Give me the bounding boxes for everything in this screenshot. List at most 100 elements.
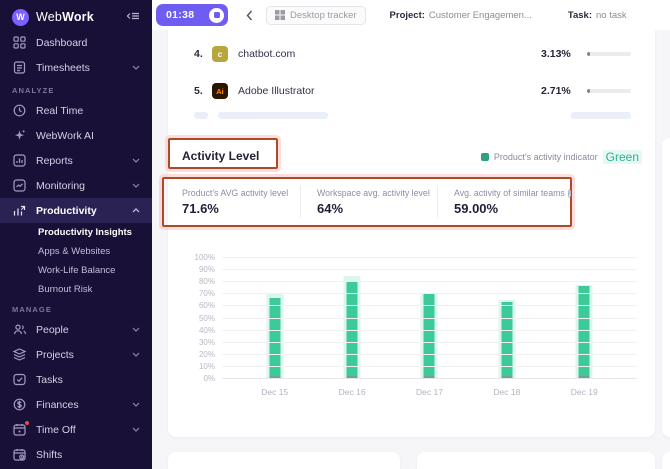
task-meta: Task: no task (568, 10, 627, 21)
monitoring-icon (12, 179, 27, 192)
sidebar-subitem-burnout-risk[interactable]: Burnout Risk (38, 284, 93, 295)
stat-label: Workspace avg. activity level (317, 188, 430, 198)
topbar: 01:38 Desktop tracker Project: Customer … (152, 0, 670, 30)
sidebar-item-projects[interactable]: Projects (0, 342, 152, 367)
chart-gridline (222, 378, 637, 379)
chart-bar-column: Dec 17 (416, 258, 443, 397)
sidebar-item-label: Monitoring (36, 179, 86, 192)
chart-bar-column: Dec 15 (261, 258, 288, 397)
sidebar-item-finances[interactable]: Finances (0, 392, 152, 417)
sidebar-item-label: Productivity (36, 204, 97, 217)
chart-gridline (222, 317, 637, 319)
dashboard-icon (12, 36, 27, 49)
chart-bars: Dec 15 Dec 16 Dec 17 Dec 18 Dec 19 (222, 258, 637, 397)
sidebar-item-timesheets[interactable]: Timesheets (0, 55, 152, 80)
chevron-down-icon (132, 327, 140, 332)
stop-timer-button[interactable] (209, 7, 224, 23)
adobe-illustrator-icon: Ai (212, 83, 228, 99)
sidebar-item-shifts[interactable]: Shifts (0, 442, 152, 467)
task-value[interactable]: no task (596, 9, 627, 21)
sidebar-item-label: Projects (36, 348, 74, 361)
back-chevron-icon[interactable] (246, 10, 253, 21)
info-icon[interactable]: i (567, 188, 572, 198)
sidebar-item-productivity[interactable]: Productivity (0, 198, 152, 223)
sidebar-item-label: Timesheets (36, 61, 90, 74)
stat-value: 64% (317, 201, 344, 216)
chart-bar-column: Dec 16 (339, 258, 366, 397)
stat-label-text: Avg. activity of similar teams (454, 188, 565, 198)
timesheet-icon (12, 61, 27, 74)
sidebar-item-tasks[interactable]: Tasks (0, 367, 152, 392)
chevron-down-icon (132, 352, 140, 357)
app-percent: 2.71% (541, 85, 571, 97)
project-label: Project: (389, 9, 425, 21)
bottom-card-right (417, 452, 655, 469)
timer-widget: 01:38 (156, 4, 228, 26)
shifts-icon (12, 448, 27, 461)
faded-app-row (194, 110, 631, 120)
bottom-card-sliver (662, 452, 670, 469)
chart-ytick-label: 10% (198, 361, 215, 371)
activity-stats-row: Product's AVG activity level 71.6% Works… (166, 182, 572, 222)
stat-product-avg: Product's AVG activity level 71.6% (166, 188, 300, 216)
stat-value: 59.00% (454, 201, 499, 216)
chart-bar (423, 294, 435, 379)
stat-divider (300, 186, 301, 218)
sidebar-section-manage: MANAGE (12, 305, 52, 314)
brand-part1: Web (36, 10, 63, 24)
timer-value: 01:38 (166, 9, 195, 21)
top-apps-card: 4. c chatbot.com 3.13% 5. Ai Adobe Illus… (168, 30, 655, 152)
stat-similar-teams: Avg. activity of similar teams i 59.00% (438, 188, 572, 216)
chevron-down-icon (132, 65, 140, 70)
sidebar-subitem-apps-websites[interactable]: Apps & Websites (38, 246, 111, 257)
project-value[interactable]: Customer Engagemen... (428, 9, 532, 21)
app-name: Adobe Illustrator (238, 85, 315, 97)
sidebar-collapse-icon[interactable] (126, 12, 140, 22)
legend-square-icon (480, 153, 489, 161)
sidebar-subitem-work-life-balance[interactable]: Work-Life Balance (38, 265, 116, 276)
chart-ytick-label: 0% (203, 374, 215, 383)
chevron-down-icon (132, 183, 140, 188)
sidebar-item-real-time[interactable]: Real Time (0, 98, 152, 123)
app-row-chatbot: 4. c chatbot.com 3.13% (168, 42, 655, 66)
chart-bar (578, 285, 590, 380)
chevron-down-icon (132, 402, 140, 407)
sidebar-item-time-off[interactable]: Time Off (0, 417, 152, 442)
chart-ytick-label: 40% (198, 325, 215, 335)
sidebar-item-label: Dashboard (36, 36, 88, 49)
sidebar-section-analyze: ANALYZE (12, 86, 55, 95)
sidebar-item-webwork-ai[interactable]: WebWork AI (0, 123, 152, 148)
reports-icon (12, 154, 27, 167)
sidebar-item-label: Tasks (36, 373, 63, 386)
adjacent-card-sliver (662, 138, 670, 437)
chart-xtick-label: Dec 16 (338, 387, 366, 397)
stat-workspace-avg: Workspace avg. activity level 64% (301, 188, 437, 216)
finances-icon (12, 398, 27, 411)
chevron-down-icon (132, 158, 140, 163)
stat-divider (437, 186, 438, 218)
project-meta: Project: Customer Engagemen... (390, 10, 532, 21)
chart-ytick-label: 100% (194, 253, 215, 262)
chart-ytick-label: 60% (198, 301, 215, 311)
sidebar-item-people[interactable]: People (0, 317, 152, 342)
chart-bar (269, 297, 281, 380)
desktop-tracker-button[interactable]: Desktop tracker (266, 5, 366, 25)
stat-value: 71.6% (182, 201, 219, 216)
sidebar-item-monitoring[interactable]: Monitoring (0, 173, 152, 198)
clock-icon (12, 104, 27, 117)
sidebar-item-label: People (36, 323, 69, 336)
activity-level-card: Activity Level Product's activity indica… (162, 138, 655, 437)
app-percent: 3.13% (541, 48, 571, 60)
sidebar-item-dashboard[interactable]: Dashboard (0, 30, 152, 55)
sidebar-subitem-productivity-insights[interactable]: Productivity Insights (38, 227, 132, 238)
productivity-icon (12, 204, 27, 217)
sidebar-item-label: WebWork AI (36, 129, 94, 142)
chart-gridline (222, 341, 637, 343)
chevron-up-icon (132, 208, 140, 213)
sidebar-item-reports[interactable]: Reports (0, 148, 152, 173)
sidebar: W WebWork Dashboard Timesheets ANALYZE (0, 0, 152, 469)
chart-gridline (222, 365, 637, 367)
sidebar-item-label: Real Time (36, 104, 84, 117)
sidebar-item-label: Finances (36, 398, 79, 411)
